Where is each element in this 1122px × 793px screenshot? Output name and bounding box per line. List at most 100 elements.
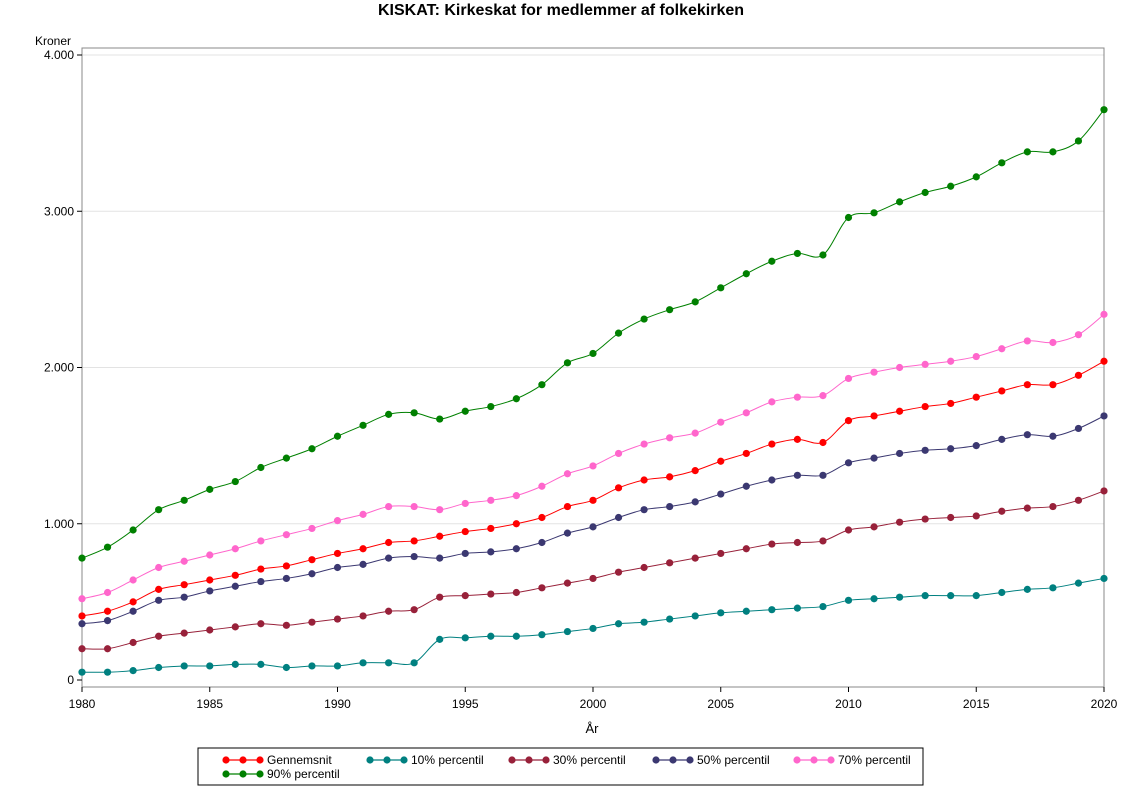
data-point	[461, 407, 469, 415]
data-point	[563, 579, 572, 587]
data-point	[359, 545, 367, 553]
data-point	[563, 502, 572, 511]
data-point	[691, 498, 699, 506]
data-point	[461, 499, 469, 508]
series-3	[78, 487, 1108, 653]
data-point	[921, 402, 929, 411]
legend-swatch-marker	[669, 756, 677, 764]
data-point	[768, 476, 776, 484]
data-point	[333, 662, 342, 670]
y-tick-label: 4.000	[44, 48, 74, 62]
data-point	[896, 593, 904, 601]
legend-swatch-marker	[400, 756, 408, 764]
data-point	[614, 568, 623, 576]
data-point	[640, 315, 648, 323]
data-point	[742, 545, 750, 553]
legend-swatch-marker	[508, 756, 516, 764]
data-point	[870, 595, 878, 603]
data-point	[998, 159, 1006, 167]
data-point	[793, 471, 802, 479]
data-point	[308, 524, 316, 533]
data-point	[257, 620, 265, 628]
data-point	[1074, 371, 1083, 379]
data-point	[538, 513, 546, 522]
data-point	[359, 510, 367, 518]
data-point	[308, 570, 316, 578]
data-point	[947, 513, 955, 522]
data-point	[1074, 137, 1083, 145]
data-point	[819, 471, 827, 479]
data-point	[1049, 381, 1057, 389]
data-point	[282, 562, 290, 570]
data-point	[155, 596, 163, 604]
data-point	[998, 387, 1006, 395]
data-point	[666, 615, 674, 623]
data-point	[614, 449, 623, 458]
data-point	[972, 512, 980, 520]
data-point	[1100, 487, 1108, 495]
data-point	[1100, 310, 1108, 318]
data-point	[819, 438, 827, 447]
data-point	[333, 432, 342, 440]
x-tick-label: 1985	[196, 697, 223, 711]
data-point	[563, 529, 572, 537]
data-point	[129, 638, 137, 647]
legend-swatch-marker	[222, 756, 230, 764]
data-point	[717, 284, 725, 292]
data-point	[563, 470, 572, 478]
data-point	[512, 545, 520, 553]
data-point	[691, 429, 699, 437]
data-point	[410, 606, 418, 614]
data-point	[257, 577, 265, 586]
legend-swatch-marker	[239, 756, 247, 764]
data-point	[436, 415, 444, 423]
data-point	[206, 576, 214, 584]
data-point	[1023, 381, 1031, 389]
data-point	[947, 445, 955, 453]
data-point	[947, 357, 955, 365]
data-point	[78, 612, 86, 620]
data-point	[793, 249, 802, 258]
data-point	[487, 590, 495, 598]
data-point	[538, 538, 546, 547]
data-point	[180, 581, 188, 589]
data-point	[231, 477, 239, 486]
data-point	[538, 631, 546, 639]
data-point	[155, 563, 163, 572]
data-point	[691, 554, 699, 562]
data-point	[308, 662, 316, 670]
data-point	[921, 446, 929, 454]
legend-label: 10% percentil	[411, 753, 484, 767]
data-point	[155, 585, 163, 593]
legend-swatch-marker	[383, 756, 391, 764]
data-point	[461, 549, 469, 558]
data-point	[1074, 496, 1083, 504]
data-point	[640, 618, 648, 626]
data-point	[231, 545, 239, 553]
data-point	[155, 506, 163, 514]
legend: Gennemsnit 10% percentil 30% percentil 50% …	[197, 747, 924, 786]
data-point	[896, 518, 904, 526]
data-point	[1049, 338, 1057, 347]
data-point	[1023, 504, 1031, 512]
data-point	[793, 604, 802, 612]
data-point	[308, 445, 316, 453]
data-point	[742, 409, 750, 417]
data-point	[231, 571, 239, 579]
data-point	[819, 537, 827, 545]
data-point	[640, 476, 648, 484]
data-point	[896, 407, 904, 415]
data-point	[78, 645, 86, 653]
data-point	[972, 442, 980, 450]
data-point	[819, 392, 827, 400]
x-tick-label: 2010	[835, 697, 862, 711]
data-point	[768, 257, 776, 265]
data-point	[257, 660, 265, 668]
y-axis-label: Kroner	[35, 34, 71, 48]
legend-item: 90% percentil	[222, 767, 340, 781]
data-point	[333, 615, 342, 623]
y-tick-label: 2.000	[44, 361, 74, 375]
data-point	[1100, 412, 1108, 420]
data-point	[691, 612, 699, 620]
data-point	[1074, 424, 1083, 433]
